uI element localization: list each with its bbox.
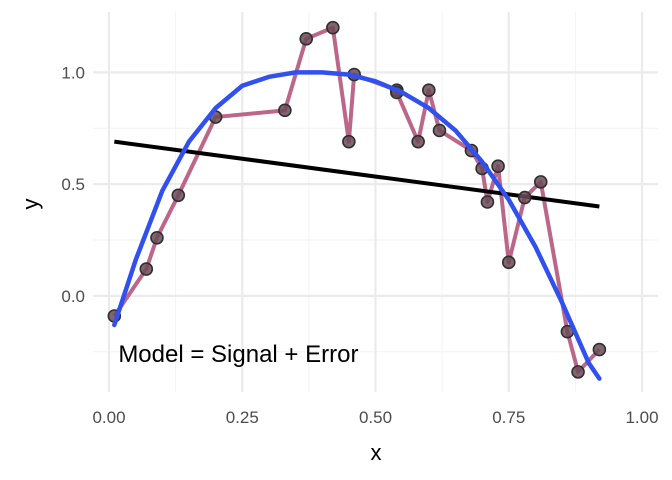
data-point <box>422 83 436 98</box>
data-point <box>517 190 532 205</box>
data-point <box>571 365 585 379</box>
data-point <box>411 134 425 149</box>
data-point <box>491 159 505 174</box>
data-point <box>278 103 292 118</box>
data-point <box>342 134 356 149</box>
annotation-label: Model = Signal + Error <box>118 341 358 368</box>
data-point <box>432 123 447 138</box>
major-gridlines <box>93 12 658 392</box>
data-point <box>139 262 154 276</box>
signal-curve <box>112 70 602 381</box>
data-point <box>592 342 607 357</box>
data-point <box>171 188 186 203</box>
y-tick-label: 0.0 <box>61 287 85 306</box>
data-point <box>533 175 548 189</box>
data-point <box>480 195 495 209</box>
y-axis-title: y <box>18 199 43 210</box>
x-tick-label: 0.50 <box>359 408 392 427</box>
x-tick-label: 0.75 <box>492 408 525 427</box>
data-point <box>501 255 516 270</box>
x-axis-title: x <box>371 440 382 465</box>
y-tick-label: 1.0 <box>61 63 85 82</box>
y-axis-ticks: 0.0 0.5 1.0 <box>61 63 85 306</box>
x-axis-ticks: 0.00 0.25 0.50 0.75 1.00 <box>92 408 658 427</box>
data-point <box>299 32 314 46</box>
y-tick-label: 0.5 <box>61 175 85 194</box>
data-point <box>326 20 340 35</box>
x-tick-label: 0.00 <box>92 408 125 427</box>
series-layer <box>107 20 607 381</box>
x-tick-label: 1.00 <box>625 408 658 427</box>
x-tick-label: 0.25 <box>226 408 259 427</box>
data-point <box>150 230 164 245</box>
